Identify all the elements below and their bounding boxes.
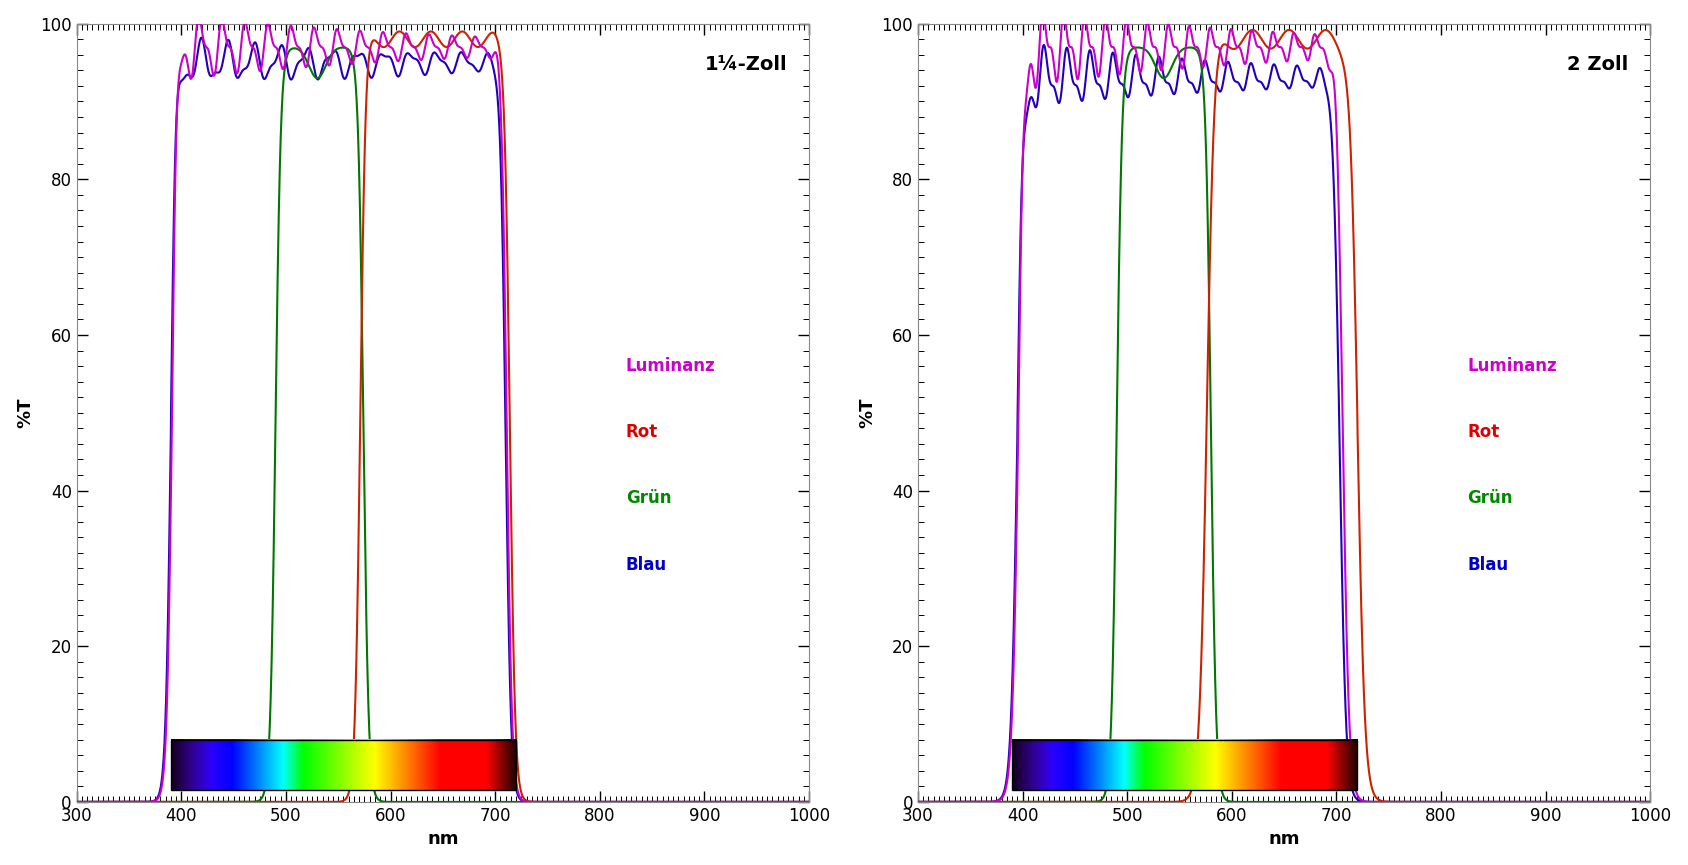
Text: Blau: Blau [626, 555, 667, 573]
Y-axis label: %T: %T [858, 398, 876, 428]
Text: Rot: Rot [1467, 423, 1499, 441]
X-axis label: nm: nm [1268, 830, 1300, 849]
Text: Luminanz: Luminanz [1467, 357, 1556, 375]
Text: Grün: Grün [1467, 490, 1512, 508]
Text: 2 Zoll: 2 Zoll [1566, 54, 1629, 74]
Text: 1¼-Zoll: 1¼-Zoll [704, 54, 787, 74]
Text: Rot: Rot [626, 423, 658, 441]
Text: Blau: Blau [1467, 555, 1509, 573]
Bar [1013, 740, 1357, 791]
Bar [170, 740, 517, 791]
X-axis label: nm: nm [427, 830, 459, 849]
Text: Luminanz: Luminanz [626, 357, 716, 375]
Text: Grün: Grün [626, 490, 672, 508]
Y-axis label: %T: %T [17, 398, 35, 428]
